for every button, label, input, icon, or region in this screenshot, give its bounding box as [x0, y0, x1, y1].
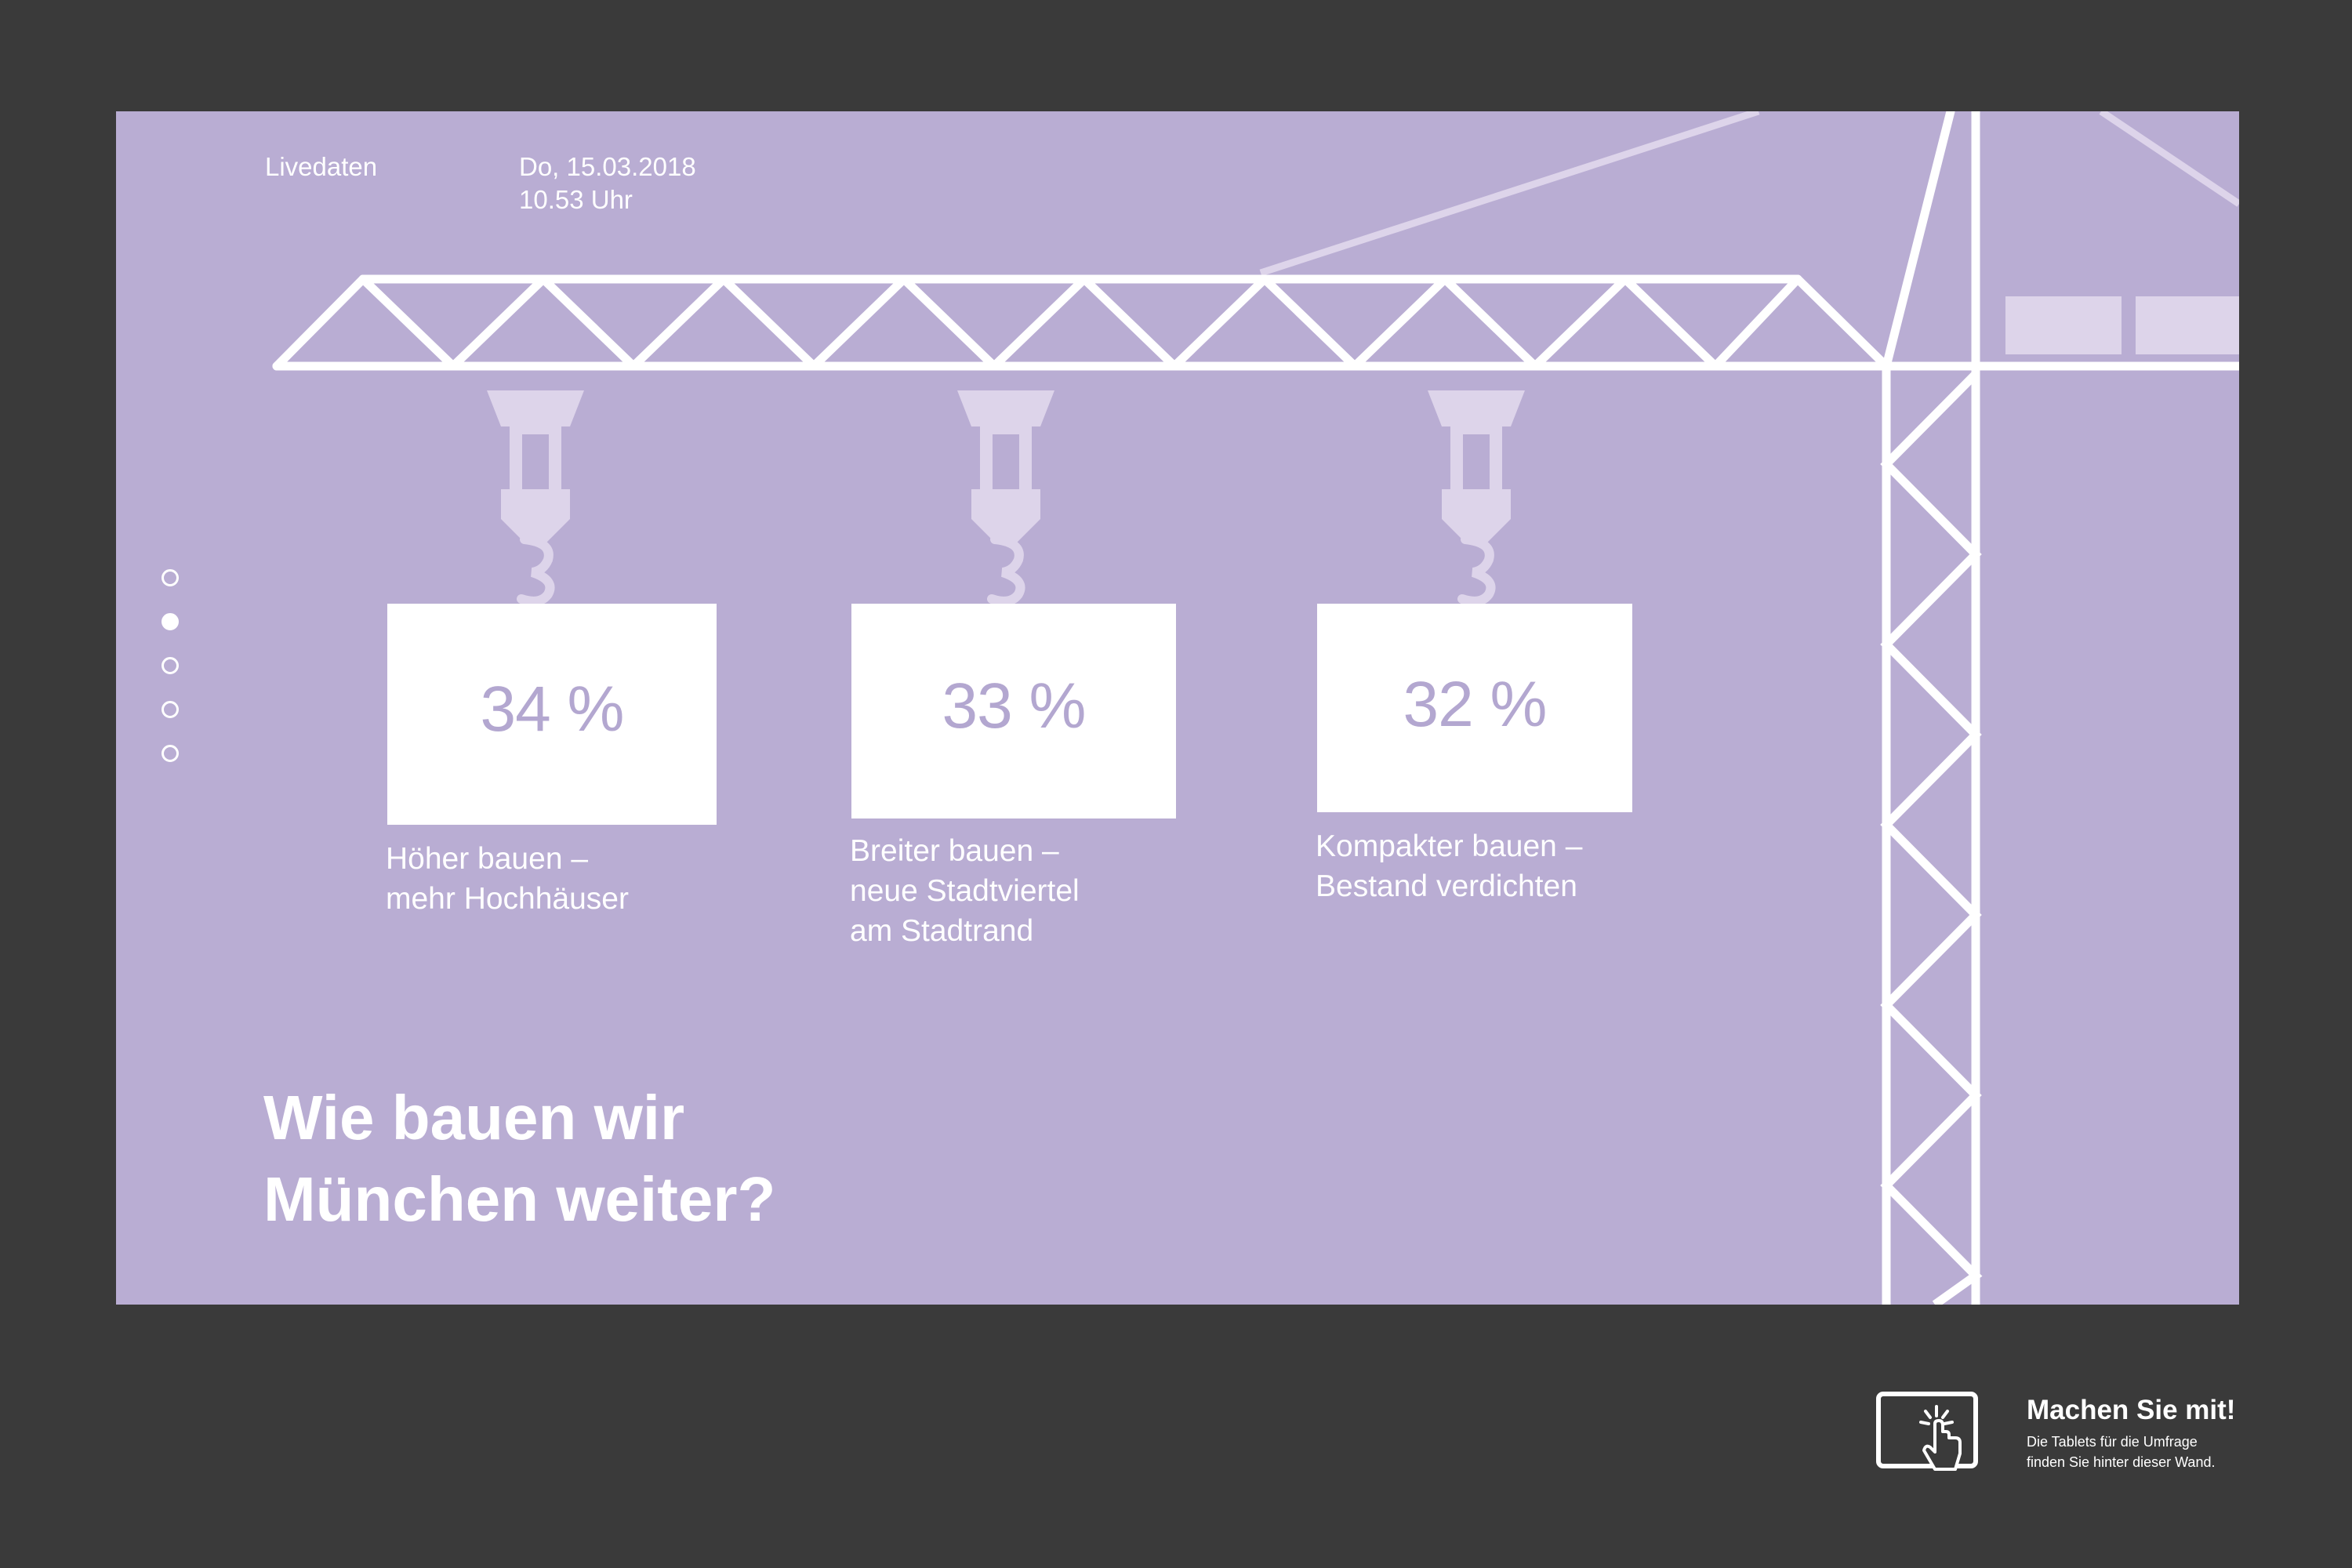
pager-dot[interactable] — [162, 701, 179, 718]
call-to-action: Machen Sie mit! Die Tablets für die Umfr… — [1874, 1388, 2297, 1482]
poll-question: Wie bauen wir München weiter? — [263, 1083, 776, 1234]
result-label: Höher bauen – mehr Hochhäuser — [386, 842, 629, 916]
tablet-touch-icon — [1876, 1392, 1978, 1471]
crane-hooks — [487, 390, 1525, 606]
pager-dot-active[interactable] — [162, 613, 179, 630]
result-percentage: 32 % — [1403, 669, 1548, 740]
slide-pager — [162, 569, 185, 789]
counterweight-block — [2005, 296, 2122, 354]
live-data-label: Livedaten — [265, 152, 378, 181]
cta-title: Machen Sie mit! — [2027, 1395, 2236, 1425]
result-percentage: 33 % — [942, 670, 1087, 742]
live-time: 10.53 Uhr — [519, 185, 633, 214]
crane-jib — [272, 111, 2239, 371]
result-card: 32 % — [1317, 604, 1632, 812]
result-label: Breiter bauen – neue Stadtviertel am Sta… — [850, 834, 1080, 948]
result-percentage: 34 % — [480, 673, 625, 745]
result-label: Kompakter bauen – Bestand verdichten — [1316, 829, 1583, 903]
crane-hook — [957, 390, 1054, 606]
crane-cable-line — [1259, 111, 1760, 277]
crane-illustration — [272, 111, 2239, 1305]
cta-text: Die Tablets für die Umfrage finden Sie h… — [2027, 1434, 2216, 1470]
crane-hook — [487, 390, 584, 606]
pager-dot[interactable] — [162, 745, 179, 762]
result-card: 34 % — [387, 604, 717, 825]
result-card: 33 % — [851, 604, 1176, 818]
crane-hook — [1428, 390, 1525, 606]
pager-dot[interactable] — [162, 569, 179, 586]
pager-dot[interactable] — [162, 657, 179, 674]
crane-tower — [1880, 111, 1983, 1305]
live-date: Do, 15.03.2018 — [519, 152, 696, 181]
counterweight-block — [2136, 296, 2239, 354]
poll-screen: Livedaten Do, 15.03.2018 10.53 Uhr 34 % … — [116, 111, 2239, 1305]
crane-cable-line — [2099, 111, 2239, 207]
